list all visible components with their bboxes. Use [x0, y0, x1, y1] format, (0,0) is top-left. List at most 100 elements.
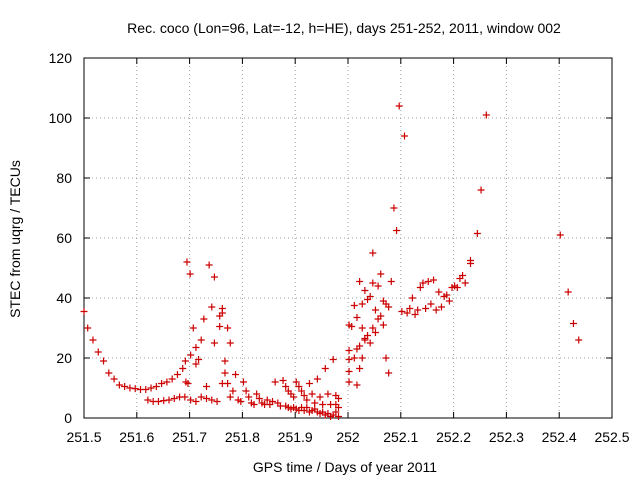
data-point — [459, 272, 467, 279]
data-point — [569, 320, 577, 327]
data-point — [400, 132, 408, 140]
data-point — [121, 383, 129, 390]
data-point — [390, 204, 398, 212]
data-point — [298, 387, 306, 395]
data-point — [226, 339, 234, 347]
data-point — [473, 230, 481, 237]
data-point — [461, 279, 469, 287]
data-point — [105, 369, 113, 377]
data-point — [430, 276, 438, 284]
x-tick-label: 252.1 — [383, 429, 418, 445]
y-tick-label: 40 — [56, 290, 72, 306]
data-point — [245, 393, 253, 401]
data-point — [377, 270, 385, 278]
data-point — [353, 381, 361, 389]
data-point — [424, 278, 432, 285]
data-point — [253, 390, 261, 398]
data-point — [268, 398, 276, 405]
data-point — [432, 306, 440, 314]
data-point — [422, 305, 430, 312]
y-tick-label: 20 — [56, 350, 72, 366]
data-point — [387, 278, 395, 285]
data-point — [353, 314, 361, 321]
data-point — [356, 365, 364, 372]
data-point — [80, 308, 88, 315]
data-point — [414, 306, 422, 314]
x-tick-label: 252.4 — [542, 429, 577, 445]
data-point — [282, 383, 290, 390]
data-point — [334, 404, 342, 411]
data-point — [197, 393, 205, 401]
data-point — [208, 303, 216, 311]
data-point — [408, 294, 416, 302]
data-point — [377, 312, 385, 320]
data-point — [181, 393, 189, 401]
data-point — [427, 300, 435, 308]
data-point — [173, 371, 181, 378]
x-tick-label: 251.8 — [225, 429, 260, 445]
x-tick-label: 252 — [336, 429, 360, 445]
x-tick-label: 251.7 — [172, 429, 207, 445]
data-point — [316, 393, 324, 401]
y-tick-label: 60 — [56, 230, 72, 246]
data-point — [445, 297, 453, 305]
data-point — [385, 369, 393, 377]
data-point — [300, 392, 308, 399]
label-layer: 251.5 251.6 251.7 251.8 251.9 252 252.1 252.2 25… — [49, 50, 630, 445]
data-point — [242, 387, 250, 395]
data-point — [213, 398, 221, 405]
data-point — [250, 401, 258, 408]
data-point — [356, 342, 364, 350]
data-point — [187, 396, 195, 404]
data-point — [165, 396, 173, 404]
data-point — [84, 324, 92, 332]
data-point — [369, 249, 377, 257]
data-point — [163, 378, 171, 386]
data-point — [482, 111, 490, 119]
data-point — [411, 311, 419, 318]
x-tick-label: 252.2 — [436, 429, 471, 445]
data-point — [443, 291, 451, 299]
data-point — [144, 396, 152, 404]
x-tick-label: 251.5 — [66, 429, 101, 445]
data-point — [192, 344, 200, 351]
data-point — [115, 381, 123, 389]
data-point — [374, 282, 382, 290]
data-point — [192, 360, 200, 368]
data-point — [356, 278, 364, 285]
data-point — [416, 284, 424, 291]
data-point — [170, 395, 178, 402]
data-point — [210, 339, 218, 347]
data-point — [345, 368, 353, 375]
data-point — [239, 378, 247, 386]
data-point — [200, 315, 208, 323]
data-point — [179, 365, 187, 372]
data-point — [345, 378, 353, 386]
y-axis-title: STEC from uqrg / TECUs — [7, 160, 23, 318]
data-point — [152, 383, 160, 390]
data-point — [364, 332, 372, 339]
data-point — [181, 357, 189, 365]
data-point — [329, 411, 337, 419]
data-point — [158, 380, 166, 387]
data-point — [195, 356, 203, 363]
data-point — [142, 386, 150, 393]
data-point — [319, 401, 327, 408]
data-point — [197, 336, 205, 344]
data-point — [221, 369, 229, 377]
data-point — [350, 354, 358, 362]
data-point — [89, 336, 97, 344]
data-point — [334, 395, 342, 402]
data-point — [564, 288, 572, 296]
data-point — [556, 231, 564, 239]
data-point — [398, 308, 406, 315]
y-tick-label: 0 — [64, 410, 72, 426]
data-point — [453, 284, 461, 291]
data-point — [382, 354, 390, 362]
data-point — [393, 227, 401, 234]
data-point — [221, 357, 229, 365]
data-point — [205, 261, 213, 269]
data-point — [308, 390, 316, 398]
data-point — [263, 396, 271, 404]
